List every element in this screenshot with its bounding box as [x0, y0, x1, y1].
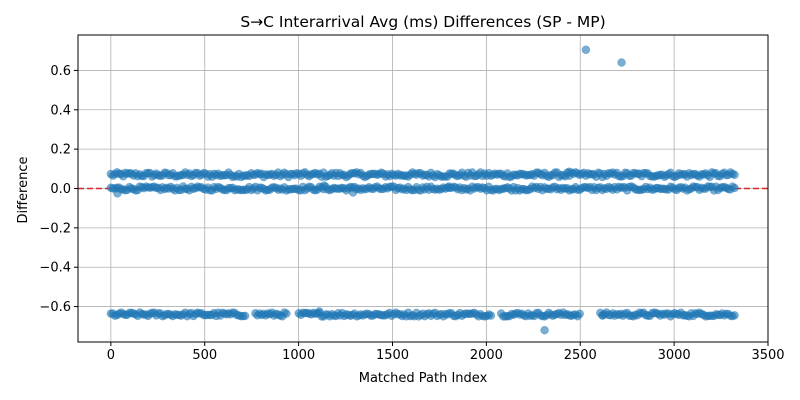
scatter-point-upper: [730, 170, 739, 180]
y-tick-label: 0.0: [50, 182, 71, 197]
scatter-point-lower: [575, 309, 584, 319]
scatter-point-zero: [444, 182, 454, 191]
scatter-point-zero: [348, 188, 358, 197]
y-tick-label: −0.4: [39, 261, 71, 276]
scatter-point-outliers: [581, 45, 591, 55]
y-tick-label: 0.6: [50, 64, 71, 79]
scatter-point-zero: [730, 183, 739, 193]
y-axis: −0.6 −0.4 −0.2 0.0 0.2 0.4 0.6: [39, 64, 78, 315]
x-tick-label: 2000: [470, 348, 503, 363]
scatter-point-lower: [240, 311, 250, 321]
data-points: [106, 45, 739, 335]
x-axis: 0 500 1000 1500 2000 2500 3000 3500: [107, 342, 785, 363]
x-tick-label: 1500: [376, 348, 409, 363]
y-tick-label: −0.6: [39, 300, 71, 315]
x-tick-label: 3000: [658, 348, 691, 363]
x-tick-label: 0: [107, 348, 115, 363]
x-axis-label: Matched Path Index: [359, 371, 488, 386]
scatter-point-lower: [730, 311, 739, 320]
scatter-point-upper: [564, 167, 574, 177]
y-tick-label: −0.2: [39, 221, 71, 236]
scatter-point-zero: [113, 189, 122, 198]
scatter-point-lower: [598, 311, 608, 320]
scatter-point-lower: [315, 307, 324, 316]
chart-title: S→C Interarrival Avg (ms) Differences (S…: [240, 13, 605, 31]
y-tick-label: 0.2: [50, 143, 71, 158]
x-tick-label: 2500: [564, 348, 597, 363]
scatter-point-lower: [486, 311, 496, 320]
scatter-point-outliers: [617, 58, 626, 67]
y-axis-label: Difference: [16, 156, 31, 223]
scatter-point-lower: [540, 325, 549, 335]
x-tick-label: 500: [192, 348, 217, 363]
scatter-point-zero: [319, 181, 329, 190]
y-tick-label: 0.4: [50, 103, 71, 118]
x-tick-label: 1000: [282, 348, 315, 363]
scatter-point-lower: [282, 309, 291, 318]
x-tick-label: 3500: [751, 348, 784, 363]
